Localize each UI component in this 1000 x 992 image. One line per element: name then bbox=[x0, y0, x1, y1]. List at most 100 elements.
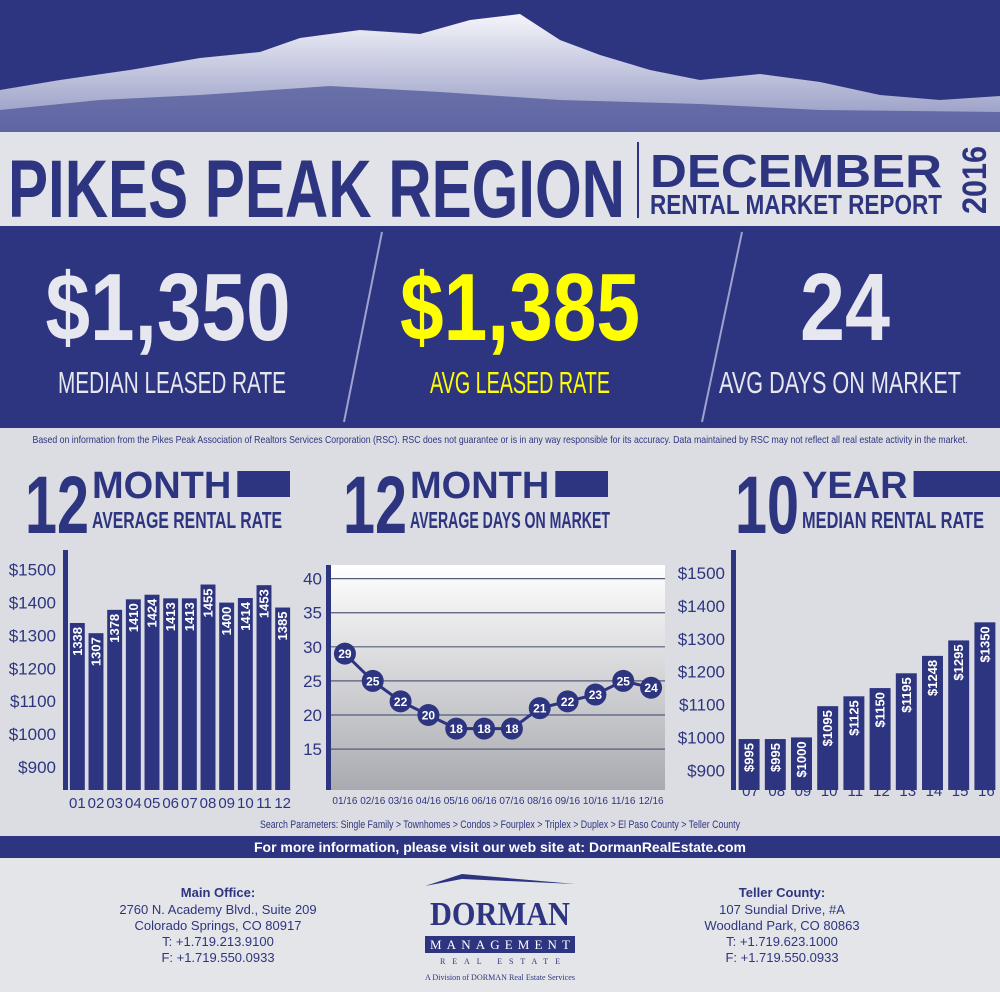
value-label: 1413 bbox=[182, 602, 197, 631]
point bbox=[640, 676, 663, 699]
value-label: 18 bbox=[505, 722, 519, 736]
y-tick-label: $1000 bbox=[678, 728, 725, 747]
mountain-shadow bbox=[0, 86, 1000, 132]
web-banner-band bbox=[0, 836, 1000, 858]
value-label: 25 bbox=[617, 674, 631, 688]
bar bbox=[144, 594, 160, 790]
x-tick-label: 06/16 bbox=[472, 796, 497, 807]
value-label: $1195 bbox=[899, 677, 914, 712]
bar bbox=[922, 655, 943, 790]
bar bbox=[107, 609, 123, 790]
x-tick-label: '16 bbox=[975, 783, 995, 800]
bar bbox=[843, 696, 865, 790]
y-tick-label: 25 bbox=[303, 672, 322, 691]
chart-subtitle: AVERAGE DAYS ON MARKET bbox=[410, 507, 610, 533]
x-tick-label: 03 bbox=[106, 795, 123, 812]
bar bbox=[895, 673, 917, 790]
stat-label: AVG LEASED RATE bbox=[430, 365, 610, 400]
value-label: $1095 bbox=[820, 710, 835, 746]
value-label: 1378 bbox=[107, 614, 122, 643]
bar bbox=[125, 599, 141, 790]
bar bbox=[764, 739, 786, 790]
disclaimer: Based on information from the Pikes Peak… bbox=[33, 434, 968, 446]
bar bbox=[88, 633, 104, 790]
bar bbox=[219, 602, 235, 790]
bar bbox=[275, 607, 291, 790]
x-tick-label: '07 bbox=[739, 783, 759, 800]
stats-band bbox=[0, 226, 1000, 428]
x-tick-label: '11 bbox=[845, 783, 863, 800]
value-label: 1410 bbox=[126, 603, 141, 632]
bar bbox=[974, 622, 996, 790]
logo-bar bbox=[425, 936, 575, 953]
value-label: 1455 bbox=[201, 589, 216, 618]
search-parameters: Search Parameters: Single Family > Townh… bbox=[260, 819, 740, 831]
x-tick-label: '08 bbox=[766, 783, 786, 800]
bar bbox=[200, 584, 216, 790]
chart-title-word: MONTH bbox=[92, 465, 231, 507]
x-tick-label: 11/16 bbox=[611, 796, 636, 807]
value-label: $1000 bbox=[794, 741, 809, 777]
x-tick-label: 04 bbox=[125, 795, 142, 812]
value-label: 29 bbox=[338, 647, 352, 661]
office-line: F: +1.719.550.0933 bbox=[725, 950, 838, 965]
office-line: 107 Sundial Drive, #A bbox=[719, 902, 845, 917]
x-tick-label: 07/16 bbox=[499, 796, 524, 807]
bar bbox=[738, 739, 760, 790]
chart-title-number: 10 bbox=[735, 460, 799, 551]
y-tick-label: $1300 bbox=[678, 630, 725, 649]
web-banner[interactable]: For more information, please visit our w… bbox=[254, 839, 746, 855]
logo-name: DORMAN bbox=[430, 896, 570, 933]
stat-value: 24 bbox=[800, 254, 890, 361]
value-label: 22 bbox=[394, 695, 408, 709]
x-tick-label: 06 bbox=[162, 795, 179, 812]
x-tick-label: 02/16 bbox=[360, 796, 385, 807]
value-label: 1413 bbox=[163, 602, 178, 631]
bar bbox=[817, 706, 839, 790]
y-tick-label: $1100 bbox=[679, 696, 725, 715]
y-tick-label: $900 bbox=[687, 761, 725, 780]
bar bbox=[163, 598, 179, 790]
chart-subtitle: AVERAGE RENTAL RATE bbox=[92, 507, 282, 533]
y-tick-label: 30 bbox=[303, 638, 322, 657]
y-tick-label: $900 bbox=[18, 758, 56, 777]
value-label: 24 bbox=[644, 681, 658, 695]
value-label: $995 bbox=[768, 743, 783, 772]
y-tick-label: 40 bbox=[303, 570, 322, 589]
title-bar bbox=[555, 471, 608, 497]
plot-background bbox=[331, 565, 665, 790]
point bbox=[333, 642, 356, 665]
title-band bbox=[0, 132, 1000, 226]
value-label: 18 bbox=[450, 722, 464, 736]
y-tick-label: 15 bbox=[303, 740, 322, 759]
office-line: Colorado Springs, CO 80917 bbox=[135, 918, 302, 933]
report-year: 2016 bbox=[956, 146, 994, 214]
chart-title-word: MONTH bbox=[410, 465, 549, 507]
y-tick-label: $1500 bbox=[678, 564, 725, 583]
stat-divider bbox=[343, 231, 383, 423]
office-line: T: +1.719.623.1000 bbox=[726, 934, 838, 949]
value-label: 21 bbox=[533, 702, 547, 716]
value-label: $995 bbox=[742, 743, 757, 772]
y-axis bbox=[326, 565, 331, 790]
office-line: T: +1.719.213.9100 bbox=[162, 934, 274, 949]
x-tick-label: 01 bbox=[69, 795, 86, 812]
stat-value: $1,350 bbox=[46, 254, 291, 361]
value-label: $1150 bbox=[873, 692, 888, 727]
logo-sub: REAL ESTATE bbox=[440, 957, 560, 966]
office-line: F: +1.719.550.0933 bbox=[161, 950, 274, 965]
y-tick-label: $1000 bbox=[9, 725, 56, 744]
value-label: 22 bbox=[561, 695, 575, 709]
report-month: DECEMBER bbox=[650, 145, 942, 197]
office-line: 2760 N. Academy Blvd., Suite 209 bbox=[119, 902, 316, 917]
office-name: Main Office: bbox=[181, 885, 255, 900]
bar bbox=[948, 640, 970, 790]
value-label: 1385 bbox=[275, 612, 290, 641]
x-tick-label: '12 bbox=[870, 783, 890, 800]
x-tick-label: 08/16 bbox=[527, 796, 552, 807]
value-label: 1307 bbox=[89, 637, 104, 666]
value-label: 1414 bbox=[238, 601, 253, 631]
